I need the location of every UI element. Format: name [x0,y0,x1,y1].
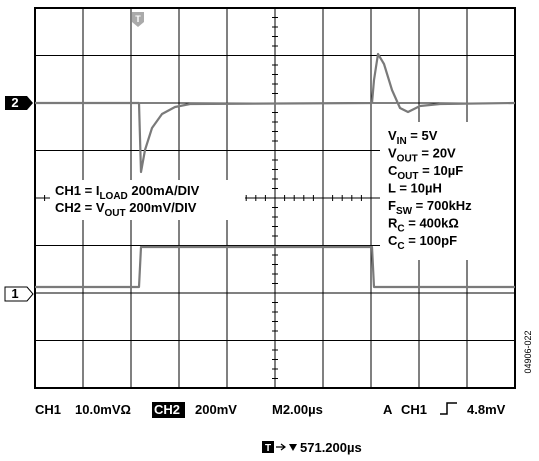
annotation-text: = 5V [407,128,438,143]
annotation-line: L = 10µH [388,181,442,196]
status-ch1: CH1 [35,402,61,417]
annotation-text: L = 10µH [388,181,442,196]
trigger-pos-marker: T [265,443,271,454]
annotation-text: 200mA/DIV [128,183,200,198]
figure-id: 04906-022 [523,330,533,373]
annotation-text: 200mV/DIV [126,200,197,215]
annotation-text: F [388,198,396,213]
ch1-marker: 1 [5,286,33,301]
annotation-text: = 10µF [419,163,464,178]
annotation-text: = 400kΩ [405,216,459,231]
annotation-text: V [388,128,397,143]
status-trigger-level: 4.8mV [467,402,506,417]
scope-screen: 2 1 T CH1 = ILOAD 200mA/DIVCH2 = VOUT 20… [0,0,539,461]
annotation-text: CH2 = V [55,200,105,215]
ch2-marker-label: 2 [11,95,18,110]
annotation-text: = 20V [418,146,456,161]
status-timebase: M2.00µs [272,402,323,417]
status-trigger-mode: A [383,402,393,417]
annotation-text: CH1 = I [55,183,99,198]
status-ch2: CH2 [154,402,180,417]
ch2-marker: 2 [5,95,33,110]
trigger-pos-time: 571.200µs [300,440,362,455]
annotation-subscript: C [397,224,404,235]
annotation-text: = 100pF [405,233,457,248]
annotation-subscript: C [397,241,404,252]
down-triangle-icon [289,444,297,451]
arrow-icon [276,444,285,450]
trigger-marker-label: T [135,14,141,24]
status-ch1-scale: 10.0mVΩ [75,402,131,417]
rising-edge-icon [440,403,457,414]
ch1-marker-label: 1 [11,286,18,301]
annotation-text: = 700kHz [412,198,472,213]
status-ch2-scale: 200mV [195,402,237,417]
annotation-text: V [388,146,397,161]
annotation-subscript: OUT [105,208,126,219]
trigger-marker: T [132,12,144,27]
status-trigger-source: CH1 [401,402,427,417]
annotation-subscript: IN [397,136,407,147]
annotation-subscript: OUT [397,154,418,165]
